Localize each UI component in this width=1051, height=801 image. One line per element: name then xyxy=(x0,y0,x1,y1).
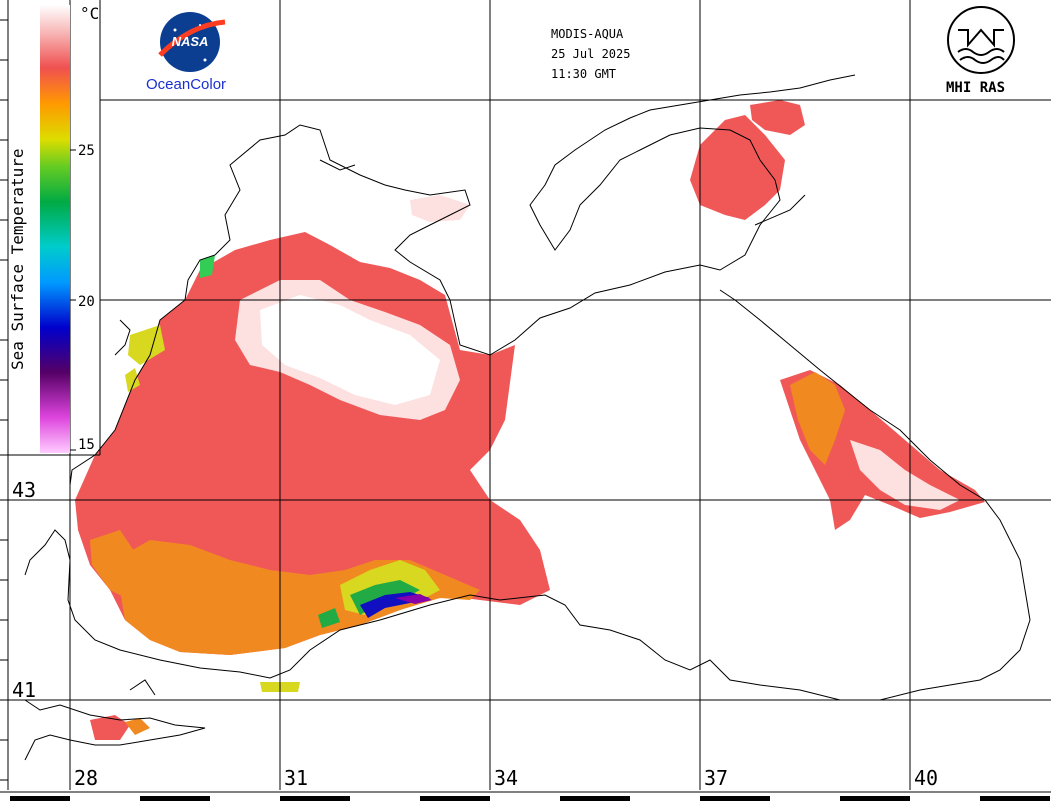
sensor-label: MODIS-AQUA xyxy=(551,27,624,41)
lon-label-37: 37 xyxy=(704,766,729,790)
acquisition-info: MODIS-AQUA 25 Jul 2025 11:30 GMT xyxy=(551,24,630,84)
colorbar-title: Sea Surface Temperature xyxy=(8,148,27,370)
lon-label-40: 40 xyxy=(914,766,939,790)
left-ruler xyxy=(0,0,9,790)
mhi-ras-label: MHI RAS xyxy=(946,80,1006,96)
oceancolor-label: OceanColor xyxy=(146,76,227,93)
lon-label-28: 28 xyxy=(74,766,99,790)
lon-label-31: 31 xyxy=(284,766,309,790)
colorbar-tick-20: 20 xyxy=(78,294,95,310)
mhi-ras-logo xyxy=(947,6,1015,74)
nasa-logo xyxy=(158,12,226,72)
coastline xyxy=(24,74,1031,761)
colorbar-tick-15: 15 xyxy=(78,437,95,453)
lon-label-34: 34 xyxy=(494,766,519,790)
bottom-ruler xyxy=(0,791,1051,801)
nasa-wordmark: NASA xyxy=(171,34,209,49)
time-label: 11:30 GMT xyxy=(551,67,617,81)
lat-label-41: 41 xyxy=(12,678,37,702)
colorbar xyxy=(40,5,70,453)
colorbar-tick-25: 25 xyxy=(78,143,95,159)
sst-field xyxy=(75,100,985,740)
lat-label-43: 43 xyxy=(12,478,37,502)
colorbar-unit: °C xyxy=(80,4,100,23)
date-label: 25 Jul 2025 xyxy=(551,47,631,61)
